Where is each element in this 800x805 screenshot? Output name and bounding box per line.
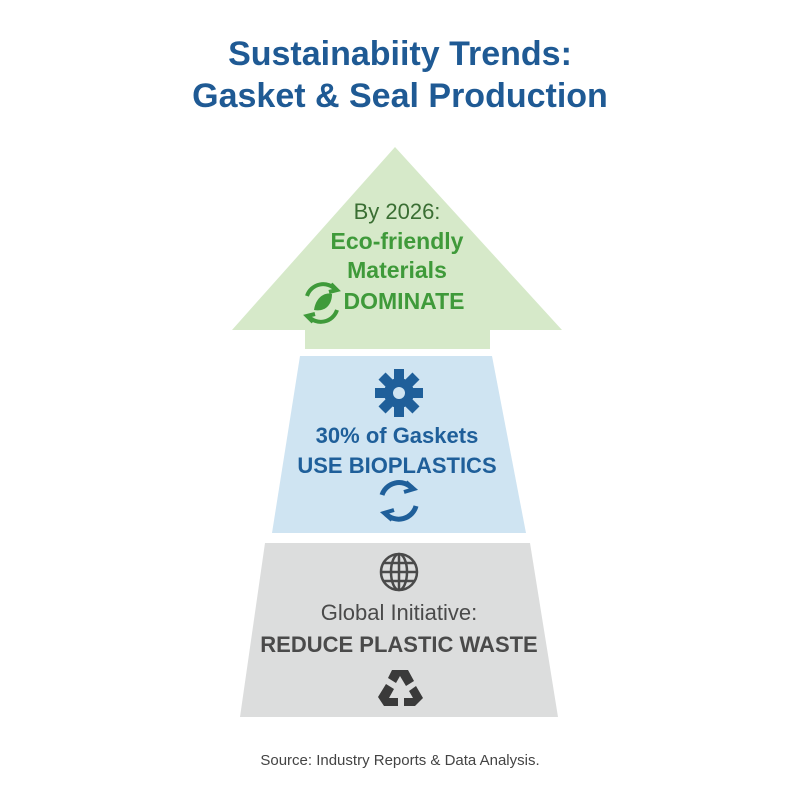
arrow-tier: [232, 147, 562, 349]
source-note: Source: Industry Reports & Data Analysis…: [260, 752, 539, 769]
tier-text: By 2026:: [354, 199, 441, 224]
tier-text: REDUCE PLASTIC WASTE: [260, 632, 537, 657]
tier-text: Eco-friendly: [331, 228, 464, 254]
middle-tier: [272, 356, 526, 533]
tier-text: USE BIOPLASTICS: [297, 453, 496, 478]
title-line: Sustainabiity Trends:: [228, 35, 572, 73]
recycle-icon: [379, 480, 419, 522]
gear-icon: [375, 369, 423, 417]
tier-text: Global Initiative:: [321, 600, 478, 625]
title-line: Gasket & Seal Production: [192, 77, 608, 115]
tier-text: Materials: [347, 257, 447, 283]
recycle-icon: [378, 670, 423, 706]
tier-text: 30% of Gaskets: [316, 423, 479, 448]
tier-text: DOMINATE: [344, 288, 465, 314]
globe-icon: [379, 552, 419, 592]
eco-icon: [303, 282, 341, 324]
bottom-tier: [240, 543, 558, 717]
